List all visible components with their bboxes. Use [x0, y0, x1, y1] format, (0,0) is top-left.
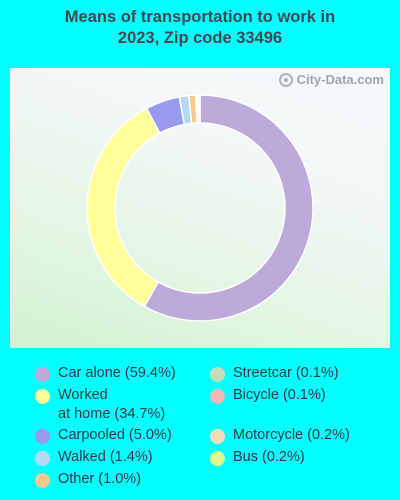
legend: Car alone (59.4%) Worked at home (34.7%) Ca…: [0, 364, 400, 494]
legend-label: Streetcar (0.1%): [233, 365, 339, 381]
legend-swatch: [210, 389, 225, 404]
watermark: City-Data.com: [278, 72, 384, 87]
donut-chart: [86, 94, 314, 322]
legend-label: Walked (1.4%): [58, 449, 153, 465]
donut-slice-car-alone: [143, 94, 314, 322]
legend-swatch: [210, 429, 225, 444]
legend-label: Bus (0.2%): [233, 449, 305, 465]
legend-item: Carpooled (5.0%): [35, 426, 172, 445]
donut-slice-worked-at-home: [86, 107, 161, 308]
legend-swatch: [35, 389, 50, 404]
legend-item: Bicycle (0.1%): [210, 386, 326, 405]
legend-item: Other (1.0%): [35, 470, 141, 489]
legend-label: Other (1.0%): [58, 471, 141, 487]
legend-item: Bus (0.2%): [210, 448, 305, 467]
legend-swatch: [35, 367, 50, 382]
donut-slice-bus: [197, 94, 201, 124]
watermark-text: City-Data.com: [296, 72, 384, 87]
chart-title-line-1: Means of transportation to work in: [64, 8, 336, 26]
legend-label: Motorcycle (0.2%): [233, 427, 350, 443]
legend-item: Car alone (59.4%): [35, 364, 176, 383]
legend-item: Walked (1.4%): [35, 448, 153, 467]
legend-swatch: [35, 451, 50, 466]
legend-label: Carpooled (5.0%): [58, 427, 172, 443]
legend-label: Car alone (59.4%): [58, 365, 176, 381]
chart-title: Means of transportation to work in 2023,…: [0, 7, 400, 49]
legend-item: Motorcycle (0.2%): [210, 426, 350, 445]
legend-swatch: [35, 473, 50, 488]
search-logo-icon: [278, 72, 293, 87]
chart-title-line-2: 2023, Zip code 33496: [117, 29, 283, 47]
legend-item: Streetcar (0.1%): [210, 364, 339, 383]
legend-swatch: [210, 451, 225, 466]
legend-label: Bicycle (0.1%): [233, 387, 326, 403]
legend-swatch: [210, 367, 225, 382]
legend-swatch: [35, 429, 50, 444]
legend-label: Worked at home (34.7%): [58, 387, 166, 422]
legend-item: Worked at home (34.7%): [35, 386, 165, 424]
